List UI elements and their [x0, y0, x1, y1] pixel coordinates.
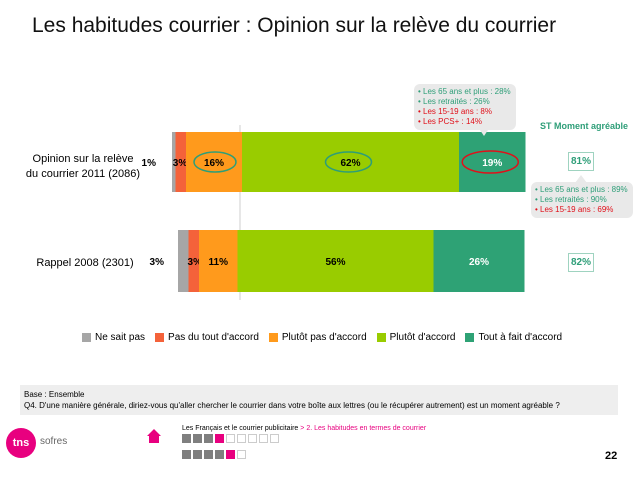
bar-segment-ne-sait-pas	[172, 132, 176, 192]
callout-top-item: Les PCS+ : 14%	[418, 117, 511, 127]
nav-square[interactable]	[226, 434, 235, 443]
bar-segment-tout-a-fait	[459, 132, 526, 192]
footnote: Base : Ensemble Q4. D'une manière généra…	[20, 385, 618, 415]
nav-square[interactable]	[204, 450, 213, 459]
nav-square[interactable]	[226, 450, 235, 459]
legend-label: Ne sait pas	[95, 332, 146, 343]
bar-segment-plutot-accord	[242, 132, 459, 192]
highlight-ellipse	[324, 151, 373, 173]
logo-subtitle: sofres	[40, 436, 68, 447]
nav-square[interactable]	[182, 434, 191, 443]
page-title: Les habitudes courrier : Opinion sur la …	[32, 14, 557, 37]
bar-value-label: 3%	[188, 257, 203, 268]
bar-value-label: 3%	[173, 158, 188, 169]
footnote-question: Q4. D'une manière générale, diriez-vous …	[24, 401, 560, 410]
breadcrumb: Les Français et le courrier publicitaire…	[182, 425, 426, 432]
chart-legend: Ne sait pas Pas du tout d'accord Plutôt pa…	[82, 332, 562, 343]
bar-segment-plutot-pas	[186, 132, 242, 192]
legend-label: Plutôt d'accord	[389, 332, 456, 343]
legend-label: Pas du tout d'accord	[168, 332, 259, 343]
nav-progress-row-1	[182, 434, 279, 443]
footnote-base: Base : Ensemble	[24, 390, 85, 399]
row-label-2008: Rappel 2008 (2301)	[36, 257, 134, 269]
legend-swatch	[268, 333, 278, 342]
row-label-2011-line1: Opinion sur la relève	[32, 153, 134, 165]
bar-segment-pas-du-tout	[175, 132, 186, 192]
nav-square[interactable]	[248, 434, 257, 443]
legend-item: Ne sait pas	[82, 332, 145, 343]
bar-value-label: 26%	[469, 257, 489, 268]
bar-value-label: 11%	[209, 257, 229, 268]
callout-top-item: Les 65 ans et plus : 28%	[418, 87, 511, 97]
legend-item: Tout à fait d'accord	[465, 332, 562, 343]
breadcrumb-main: Les Français et le courrier publicitaire	[182, 425, 299, 432]
nav-square[interactable]	[215, 450, 224, 459]
callout-right-pointer	[575, 175, 587, 183]
nav-square[interactable]	[237, 434, 246, 443]
st-header: ST Moment agréable	[540, 121, 629, 131]
bar-segment-plutot-pas	[199, 230, 238, 292]
bar-segment-ne-sait-pas	[178, 230, 189, 292]
bar-segment-pas-du-tout	[188, 230, 199, 292]
home-icon[interactable]	[146, 428, 162, 444]
breadcrumb-separator: >	[298, 425, 307, 432]
legend-item: Plutôt pas d'accord	[268, 332, 367, 343]
callout-top: Les 65 ans et plus : 28% Les retraités :…	[414, 84, 516, 130]
bar-segment-tout-a-fait	[433, 230, 525, 292]
bar-value-label: 19%	[482, 158, 502, 169]
nav-square[interactable]	[259, 434, 268, 443]
nav-square[interactable]	[204, 434, 213, 443]
bar-value-label: 3%	[150, 257, 165, 268]
nav-progress-row-2	[182, 450, 246, 459]
legend-swatch	[376, 333, 386, 342]
callout-top-item: Les 15-19 ans : 8%	[418, 107, 511, 117]
breadcrumb-section[interactable]: 2. Les habitudes en termes de courrier	[306, 425, 427, 432]
callout-right-item: Les 15-19 ans : 69%	[535, 205, 628, 215]
row-label-2011-line2: du courrier 2011 (2086)	[25, 168, 141, 180]
st-value-2008: 82%	[568, 253, 594, 272]
legend-swatch	[465, 333, 475, 342]
legend-item: Plutôt d'accord	[376, 332, 456, 343]
callout-top-pointer	[478, 127, 490, 136]
legend-item: Pas du tout d'accord	[155, 332, 259, 343]
tns-logo: tns	[6, 428, 36, 458]
page-number: 22	[605, 450, 618, 462]
bar-segment-plutot-accord	[237, 230, 434, 292]
bar-value-label: 1%	[142, 158, 157, 169]
bar-value-label: 62%	[340, 158, 360, 169]
legend-label: Plutôt pas d'accord	[281, 332, 367, 343]
highlight-ellipse	[193, 151, 237, 173]
bar-value-label: 56%	[325, 257, 345, 268]
bar-value-label: 16%	[204, 158, 224, 169]
legend-label: Tout à fait d'accord	[478, 332, 563, 343]
callout-right: Les 65 ans et plus : 89% Les retraités :…	[531, 182, 633, 218]
callout-right-item: Les retraités : 90%	[535, 195, 628, 205]
nav-square[interactable]	[193, 450, 202, 459]
row-label-2011: Opinion sur la relève du courrier 2011 (…	[18, 152, 148, 182]
st-value-2011: 81%	[568, 152, 594, 171]
legend-swatch	[82, 333, 91, 342]
callout-top-item: Les retraités : 26%	[418, 97, 511, 107]
nav-square[interactable]	[270, 434, 279, 443]
callout-right-item: Les 65 ans et plus : 89%	[535, 185, 628, 195]
nav-square[interactable]	[215, 434, 224, 443]
nav-square[interactable]	[193, 434, 202, 443]
legend-swatch	[155, 333, 165, 342]
nav-square[interactable]	[237, 450, 246, 459]
nav-square[interactable]	[182, 450, 191, 459]
highlight-ellipse	[461, 150, 519, 174]
